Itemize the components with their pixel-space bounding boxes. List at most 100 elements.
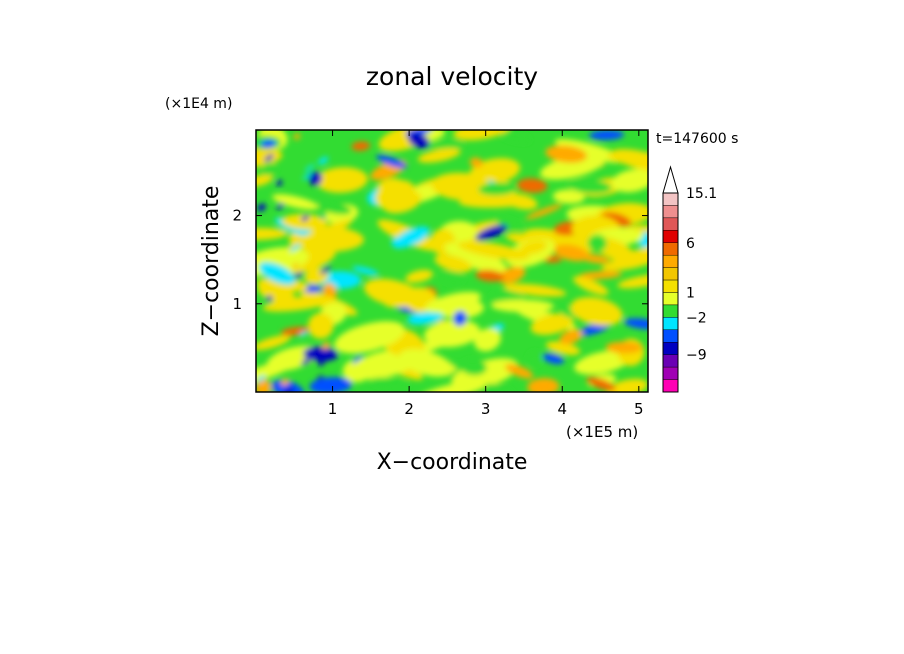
- contour-blob: [587, 234, 607, 252]
- contour-blob: [519, 240, 548, 255]
- time-label: t=147600 s: [656, 131, 738, 147]
- colorbar-tick-label: 6: [686, 236, 695, 252]
- contour-blob: [318, 360, 325, 367]
- contour-blob: [586, 376, 616, 392]
- contour-blob: [256, 174, 274, 187]
- contour-blob: [256, 357, 302, 386]
- contour-blob: [307, 312, 334, 339]
- contour-blob: [370, 377, 410, 389]
- colorbar-tick-label: −9: [686, 348, 707, 364]
- contour-blob: [457, 241, 530, 261]
- contour-blob: [301, 215, 309, 222]
- contour-blob: [578, 271, 623, 280]
- contour-blob: [281, 213, 328, 230]
- contour-blob: [418, 380, 489, 392]
- contour-blob: [304, 164, 315, 172]
- contour-blob: [260, 139, 277, 148]
- contour-blob: [407, 132, 430, 149]
- contour-blob: [530, 313, 574, 335]
- contour-blob: [291, 262, 299, 269]
- contour-blob: [605, 341, 643, 354]
- contour-blob: [478, 182, 517, 196]
- contour-blob: [552, 189, 585, 204]
- contour-blob: [289, 243, 301, 252]
- contour-blob: [607, 244, 648, 270]
- colorbar-tick-label: 15.1: [686, 186, 717, 202]
- contour-blob: [351, 141, 371, 151]
- contour-blob: [417, 148, 461, 163]
- contour-blob: [272, 194, 319, 210]
- contour-blob: [424, 291, 481, 313]
- contour-blob: [262, 295, 335, 312]
- contour-blob: [352, 266, 379, 276]
- contour-blob: [375, 180, 416, 208]
- contour-blob: [303, 346, 339, 362]
- chart-title: zonal velocity: [366, 62, 538, 91]
- colorbar-level: [662, 279, 679, 293]
- contour-blob: [503, 283, 567, 297]
- colorbar-level: [662, 304, 679, 318]
- contour-blob: [276, 179, 283, 186]
- contour-blob: [260, 162, 277, 176]
- colorbar-level: [662, 379, 679, 393]
- contour-blob: [334, 321, 405, 354]
- contour-blob: [256, 148, 283, 168]
- colorbar-overflow-triangle: [662, 165, 679, 194]
- contour-blob: [469, 157, 483, 168]
- contour-blob: [264, 154, 274, 162]
- contour-blob: [458, 195, 533, 208]
- contour-blob: [545, 145, 588, 163]
- y-axis: 12: [232, 207, 648, 313]
- colorbar-level: [662, 329, 679, 343]
- contour-blob: [309, 377, 352, 392]
- colorbar-level: [662, 354, 679, 368]
- colorbar-level: [662, 292, 679, 306]
- contour-blob: [589, 130, 625, 141]
- contour-blob: [527, 377, 560, 392]
- contour-blob: [491, 299, 554, 313]
- contour-blob: [527, 351, 542, 366]
- contour-blob: [405, 269, 434, 283]
- contour-blob: [317, 201, 352, 215]
- contour-blob: [308, 171, 323, 186]
- colorbar-frame: [662, 192, 679, 393]
- contour-blob: [453, 310, 467, 327]
- contour-blob: [570, 296, 623, 326]
- contour-blob: [568, 179, 612, 194]
- contour-blob: [607, 150, 648, 168]
- y-unit-label: (×1E4 m): [165, 96, 232, 112]
- contour-blob: [407, 309, 445, 325]
- contour-blob: [606, 378, 648, 392]
- contour-blob: [294, 272, 303, 279]
- contour-blob: [553, 244, 590, 262]
- contour-blob: [525, 204, 563, 220]
- contour-blob: [318, 156, 329, 165]
- contour-blob: [256, 277, 309, 293]
- contour-blob: [574, 350, 632, 375]
- contour-blob: [434, 254, 473, 273]
- x-tick-label: 3: [481, 400, 491, 418]
- y-tick-label: 2: [232, 207, 242, 225]
- contour-blob: [256, 335, 291, 351]
- colorbar-level: [662, 242, 679, 256]
- contour-blob: [444, 242, 508, 274]
- y-tick-label: 1: [232, 295, 242, 313]
- contour-blob: [505, 363, 534, 379]
- contour-blob: [276, 203, 285, 210]
- colorbar-level: [662, 205, 679, 219]
- colorbar-level: [662, 267, 679, 281]
- colorbar-level: [662, 342, 679, 355]
- x-tick-label: 4: [557, 400, 567, 418]
- contour-blob: [256, 379, 271, 392]
- contour-blob: [460, 359, 487, 376]
- contour-blob: [316, 375, 324, 381]
- x-tick-label: 5: [634, 400, 644, 418]
- contour-blob: [542, 353, 565, 365]
- contour-blob: [321, 341, 331, 350]
- colorbar-level: [662, 366, 679, 380]
- colorbar-tick-label: −2: [686, 310, 707, 326]
- contour-blob: [580, 254, 610, 264]
- contour-blob: [611, 168, 648, 193]
- contour-blob: [617, 274, 648, 289]
- colorbar: 15.1 6 1 −2 −9: [662, 165, 717, 393]
